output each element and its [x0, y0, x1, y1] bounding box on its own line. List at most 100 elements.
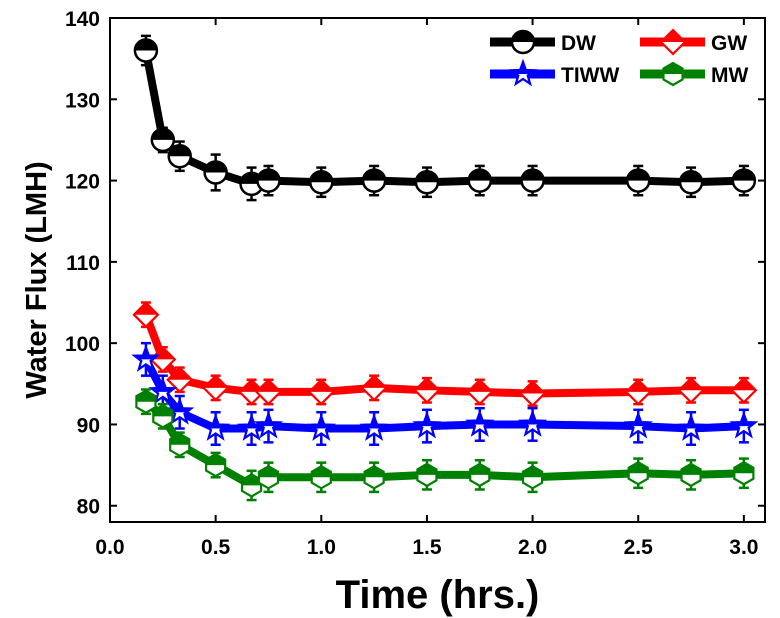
data-point [521, 465, 544, 490]
data-point [363, 465, 385, 490]
marker-fill [203, 375, 228, 388]
legend: DW GW TIWW MW [490, 28, 748, 87]
marker-fill [520, 381, 545, 394]
x-tick-label: 0.5 [201, 536, 231, 559]
data-point [678, 169, 704, 195]
data-point [680, 462, 702, 488]
data-point [306, 413, 336, 441]
marker-outline [729, 410, 759, 439]
marker-fill [239, 379, 264, 392]
data-point [469, 462, 491, 488]
data-point [624, 378, 652, 406]
data-point [659, 28, 687, 56]
data-point [731, 168, 757, 193]
marker-fill [679, 378, 704, 391]
data-point [165, 396, 195, 425]
y-tick-label: 130 [65, 89, 100, 112]
marker-outline [148, 376, 178, 405]
y-axis-title: Water Flux (LMH) [21, 161, 53, 398]
data-point [625, 168, 651, 193]
series-dw [133, 34, 757, 202]
data-point [733, 460, 755, 486]
data-point [205, 452, 227, 478]
marker-outline [624, 378, 652, 406]
data-point [466, 378, 494, 406]
marker-outline [360, 374, 388, 402]
y-tick-label: 120 [65, 171, 100, 194]
data-point [309, 169, 334, 195]
marker-fill [468, 169, 491, 181]
marker-outline [521, 465, 544, 490]
legend-item-mw: MW [640, 61, 748, 87]
marker-outline [131, 344, 161, 372]
data-point [256, 168, 281, 193]
marker-outline [359, 413, 389, 441]
data-point [133, 38, 159, 63]
marker-outline [466, 378, 494, 406]
marker-outline [662, 61, 684, 87]
marker-outline [307, 378, 335, 406]
data-point [519, 380, 547, 408]
data-point [135, 389, 157, 414]
legend-item-dw: DW [490, 29, 596, 55]
data-point [413, 376, 441, 404]
y-tick-label: 140 [65, 8, 100, 31]
data-point [202, 374, 230, 402]
data-point [676, 413, 706, 441]
data-point [148, 376, 178, 405]
marker-fill [362, 375, 387, 388]
marker-outline [519, 380, 547, 408]
series-line [142, 313, 744, 398]
data-point [412, 410, 442, 439]
marker-fill [256, 379, 281, 392]
data-point [662, 61, 684, 87]
marker-fill [151, 128, 174, 140]
x-tick-label: 2.0 [518, 536, 547, 559]
marker-fill [680, 171, 703, 183]
marker-fill [627, 169, 650, 181]
marker-outline [132, 301, 160, 329]
legend-label: TIWW [561, 64, 619, 87]
data-point [167, 143, 192, 169]
series-mw [135, 388, 755, 502]
marker-outline [253, 410, 284, 439]
data-point [253, 410, 284, 439]
marker-outline [677, 376, 705, 404]
marker-outline [166, 366, 194, 394]
legend-item-gw: GW [640, 28, 747, 56]
marker-outline [680, 462, 702, 488]
data-point [257, 465, 280, 490]
marker-fill [363, 169, 386, 181]
marker-outline [257, 465, 280, 490]
marker-outline [733, 460, 755, 486]
x-tick-label: 1.0 [307, 536, 336, 559]
data-point [254, 378, 283, 406]
marker-fill [521, 169, 544, 181]
y-tick-label: 100 [65, 333, 100, 356]
marker-outline [306, 413, 336, 441]
marker-fill [257, 169, 280, 181]
plot-frame [109, 17, 766, 523]
marker-outline [412, 410, 442, 439]
data-point [416, 462, 438, 488]
series-tiww [131, 341, 759, 447]
data-point [169, 432, 191, 458]
marker-outline [202, 374, 230, 402]
marker-fill [204, 161, 227, 173]
marker-outline [659, 28, 687, 56]
marker-outline [517, 409, 548, 437]
x-axis-title: Time (hrs.) [336, 573, 540, 617]
marker-outline [363, 465, 385, 490]
data-point [361, 168, 387, 193]
data-point [132, 301, 160, 329]
data-point [166, 366, 194, 394]
data-point [467, 168, 493, 193]
data-point [517, 409, 548, 437]
legend-item-tiww: TIWW [490, 58, 619, 87]
data-point [203, 160, 228, 185]
marker-outline [508, 58, 538, 87]
marker-outline [135, 389, 157, 414]
data-point [150, 127, 176, 153]
marker-outline [623, 410, 653, 439]
